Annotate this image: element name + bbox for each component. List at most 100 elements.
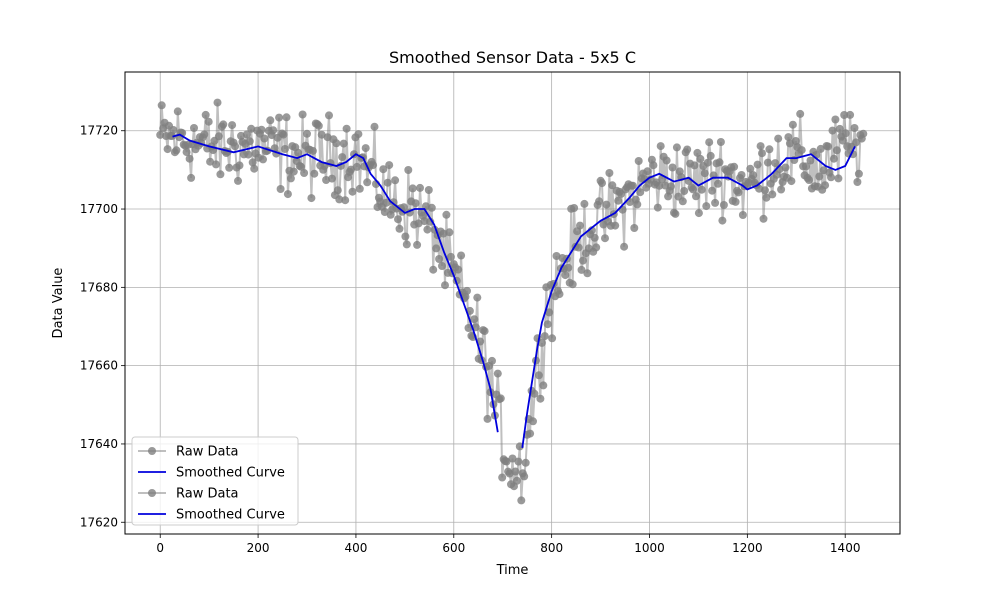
raw-data-point <box>561 271 570 280</box>
raw-data-point <box>697 185 706 194</box>
raw-data-point <box>216 170 225 179</box>
raw-data-point <box>602 200 611 209</box>
raw-data-point <box>361 144 370 153</box>
raw-data-point <box>508 454 517 463</box>
raw-data-point <box>283 190 292 199</box>
raw-data-point <box>672 143 681 152</box>
x-axis-label: Time <box>496 563 529 578</box>
raw-data-point <box>620 242 629 251</box>
raw-data-point <box>300 169 309 177</box>
raw-data-point <box>718 216 727 225</box>
raw-data-point <box>749 171 758 180</box>
raw-data-point <box>834 174 843 183</box>
raw-data-point <box>276 185 285 193</box>
raw-data-point <box>564 263 573 272</box>
raw-data-point <box>555 290 564 299</box>
raw-data-point <box>829 154 838 163</box>
raw-data-point <box>242 130 251 139</box>
raw-data-point <box>577 265 586 274</box>
raw-data-point <box>592 243 601 252</box>
raw-data-point <box>714 179 722 188</box>
y-tick-label: 17700 <box>80 202 118 216</box>
raw-data-point <box>219 120 228 129</box>
raw-data-point <box>411 199 420 208</box>
raw-data-point <box>413 240 422 249</box>
raw-data-point <box>832 146 841 155</box>
raw-data-point <box>169 126 178 134</box>
raw-data-point <box>797 146 806 155</box>
raw-data-point <box>214 132 223 141</box>
raw-data-point <box>190 124 198 132</box>
raw-data-point <box>289 167 298 176</box>
raw-data-point <box>432 244 441 253</box>
legend-label: Raw Data <box>176 445 239 460</box>
raw-data-point <box>308 146 317 155</box>
raw-data-point <box>824 142 833 151</box>
raw-data-point <box>841 129 850 138</box>
raw-data-point <box>279 130 288 139</box>
y-axis-label: Data Value <box>51 268 66 339</box>
raw-data-point <box>435 255 444 263</box>
raw-data-point <box>228 121 237 130</box>
raw-data-point <box>200 130 209 139</box>
raw-data-point <box>473 293 482 302</box>
raw-data-point <box>731 197 740 206</box>
raw-data-point <box>838 136 847 145</box>
raw-data-point <box>680 187 689 195</box>
raw-data-point <box>498 473 507 482</box>
raw-data-point <box>662 156 671 165</box>
raw-data-point <box>746 164 755 173</box>
raw-data-point <box>275 113 284 122</box>
raw-data-point <box>204 117 213 126</box>
raw-data-point <box>248 158 257 167</box>
raw-data-point <box>692 192 700 201</box>
raw-data-point <box>424 186 433 194</box>
raw-data-point <box>245 137 254 146</box>
raw-data-point <box>595 197 604 206</box>
raw-data-point <box>454 265 463 274</box>
raw-data-point <box>608 181 617 190</box>
raw-data-point <box>168 132 176 140</box>
raw-data-point <box>231 142 240 151</box>
raw-data-point <box>784 133 793 142</box>
raw-data-point <box>496 394 505 403</box>
raw-data-point <box>303 129 311 138</box>
raw-data-point <box>537 338 546 347</box>
raw-data-point <box>182 148 191 157</box>
raw-data-point <box>464 324 473 332</box>
y-tick-label: 17660 <box>80 359 118 373</box>
raw-data-point <box>765 145 774 154</box>
raw-data-point <box>298 110 307 119</box>
legend-raw-marker <box>148 447 156 455</box>
raw-data-point <box>653 203 662 212</box>
raw-data-point <box>570 204 579 212</box>
raw-data-point <box>568 280 577 289</box>
raw-data-point <box>480 327 489 336</box>
raw-data-point <box>835 124 844 133</box>
raw-data-point <box>341 196 350 205</box>
raw-data-point <box>850 124 859 132</box>
raw-data-point <box>678 197 687 206</box>
raw-data-point <box>385 161 394 170</box>
x-tick-label: 800 <box>540 541 563 555</box>
raw-data-point <box>730 162 739 171</box>
raw-data-point <box>369 161 378 170</box>
y-tick-label: 17640 <box>80 437 118 451</box>
raw-data-point <box>401 232 410 241</box>
raw-data-point <box>511 467 520 476</box>
raw-data-point <box>719 201 728 209</box>
raw-data-point <box>173 107 182 116</box>
raw-data-point <box>579 256 587 265</box>
raw-data-point <box>259 155 267 164</box>
raw-data-point <box>225 163 234 172</box>
legend-raw-marker <box>148 489 156 497</box>
raw-data-point <box>536 394 545 403</box>
raw-data-point <box>853 178 862 186</box>
raw-data-point <box>488 356 496 365</box>
raw-data-point <box>286 174 295 183</box>
raw-data-point <box>363 178 372 187</box>
raw-data-point <box>370 122 379 131</box>
raw-data-point <box>614 196 623 205</box>
raw-data-point <box>520 472 529 481</box>
raw-data-point <box>574 243 583 252</box>
